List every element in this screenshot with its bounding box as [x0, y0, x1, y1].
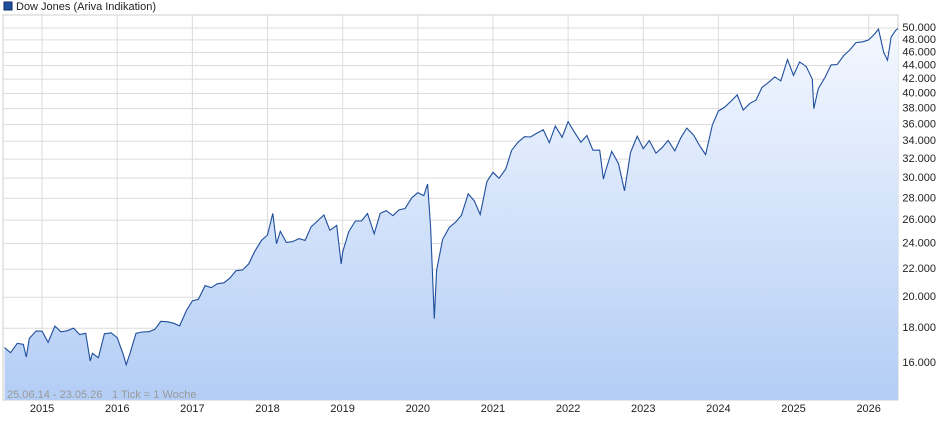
y-tick-label: 34.000	[902, 135, 936, 147]
tick-note: 1 Tick = 1 Woche	[112, 389, 196, 401]
x-tick-label: 2021	[481, 403, 505, 415]
y-tick-label: 26.000	[902, 214, 936, 226]
y-tick-label: 20.000	[902, 291, 936, 303]
y-tick-label: 24.000	[902, 238, 936, 250]
area	[4, 28, 898, 400]
x-tick-label: 2017	[180, 403, 204, 415]
y-tick-label: 28.000	[902, 192, 936, 204]
x-tick-label: 2023	[631, 403, 655, 415]
y-tick-label: 38.000	[902, 103, 936, 115]
y-tick-label: 32.000	[902, 153, 936, 165]
y-tick-label: 44.000	[902, 59, 936, 71]
legend-label: Dow Jones (Ariva Indikation)	[16, 1, 156, 13]
x-tick-label: 2018	[255, 403, 279, 415]
y-tick-label: 40.000	[902, 87, 936, 99]
x-tick-label: 2016	[105, 403, 129, 415]
x-tick-label: 2022	[556, 403, 580, 415]
y-tick-label: 50.000	[902, 22, 936, 34]
x-tick-label: 2025	[781, 403, 805, 415]
line	[4, 27, 899, 367]
y-tick-label: 48.000	[902, 34, 936, 46]
x-tick-label: 2024	[706, 403, 730, 415]
x-tick-label: 2026	[856, 403, 880, 415]
y-tick-label: 36.000	[902, 118, 936, 130]
x-tick-label: 2015	[30, 403, 54, 415]
y-tick-label: 22.000	[902, 263, 936, 275]
x-tick-label: 2019	[330, 403, 354, 415]
range-label: 25.06.14 - 23.05.26	[7, 389, 102, 401]
x-tick-label: 2020	[406, 403, 430, 415]
y-tick-label: 16.000	[902, 357, 936, 369]
y-tick-label: 46.000	[902, 46, 936, 58]
y-tick-label: 30.000	[902, 172, 936, 184]
y-tick-label: 42.000	[902, 73, 936, 85]
legend-swatch	[3, 1, 13, 11]
y-tick-label: 18.000	[902, 322, 936, 334]
